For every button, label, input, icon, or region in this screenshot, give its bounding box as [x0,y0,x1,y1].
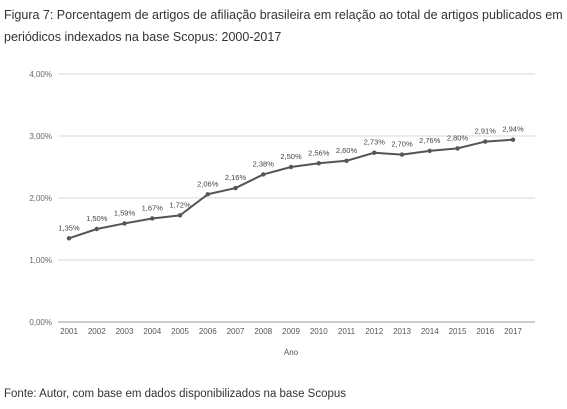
data-point [177,213,183,218]
figure-source: Fonte: Autor, com base em dados disponib… [4,388,347,400]
x-tick-label: 2008 [254,327,272,336]
data-label: 2,80% [447,133,469,142]
x-tick-label: 2007 [227,327,245,336]
data-label: 1,72% [169,200,191,209]
data-point [233,185,238,191]
data-point [372,150,377,155]
data-point [66,236,72,241]
line-chart: 0,00% 1,00% 2,00% 3,00% 4,00% 2001 2002 2003 200… [0,50,567,380]
y-tick-label: 2,00% [29,194,52,203]
y-tick-label: 0,00% [29,318,52,327]
data-label: 2,94% [502,125,524,134]
figure-title: Figura 7: Porcentagem de artigos de afil… [4,8,563,44]
data-point [455,146,460,151]
data-point [150,216,155,221]
x-tick-label: 2005 [171,327,189,336]
data-point [427,148,432,154]
data-label: 2,56% [308,148,330,157]
data-label: 1,50% [86,214,108,223]
x-tick-label: 2016 [476,327,494,336]
x-tick-label: 2014 [421,327,439,336]
x-axis-title: Ano [284,348,299,357]
data-point [483,139,488,144]
y-tick-label: 1,00% [29,256,52,265]
data-point [94,226,99,232]
chart-svg: 0,00% 1,00% 2,00% 3,00% 4,00% 2001 2002 2003 200… [29,70,535,357]
data-label: 2,06% [197,179,219,188]
data-label: 2,76% [419,136,441,145]
data-label: 1,35% [58,223,80,232]
data-label: 1,59% [114,208,136,217]
data-label: 2,38% [253,159,275,168]
x-tick-label: 2001 [60,327,78,336]
data-label: 2,91% [475,127,497,136]
x-tick-label: 2004 [143,327,161,336]
x-tick-label: 2015 [449,327,467,336]
x-tick-label: 2003 [116,327,134,336]
data-label: 2,16% [225,173,247,182]
data-point [316,161,321,166]
data-point [122,221,127,226]
data-label: 1,67% [142,203,164,212]
x-tick-label: 2011 [338,327,356,336]
x-tick-label: 2017 [504,327,522,336]
x-tick-label: 2010 [310,327,328,336]
y-tick-label: 4,00% [29,70,52,79]
data-label: 2,50% [280,152,302,161]
x-tick-label: 2012 [365,327,383,336]
data-label: 2,70% [391,140,413,149]
x-tick-label: 2006 [199,327,217,336]
y-tick-label: 3,00% [29,132,52,141]
data-label: 2,73% [364,138,386,147]
data-point [261,172,266,177]
x-tick-label: 2013 [393,327,411,336]
data-point [288,164,294,170]
data-label: 2,60% [336,146,358,155]
data-point [344,158,349,163]
x-tick-label: 2002 [88,327,106,336]
data-point [205,192,210,197]
x-tick-label: 2009 [282,327,300,336]
data-point [510,137,516,142]
data-point [399,152,405,157]
